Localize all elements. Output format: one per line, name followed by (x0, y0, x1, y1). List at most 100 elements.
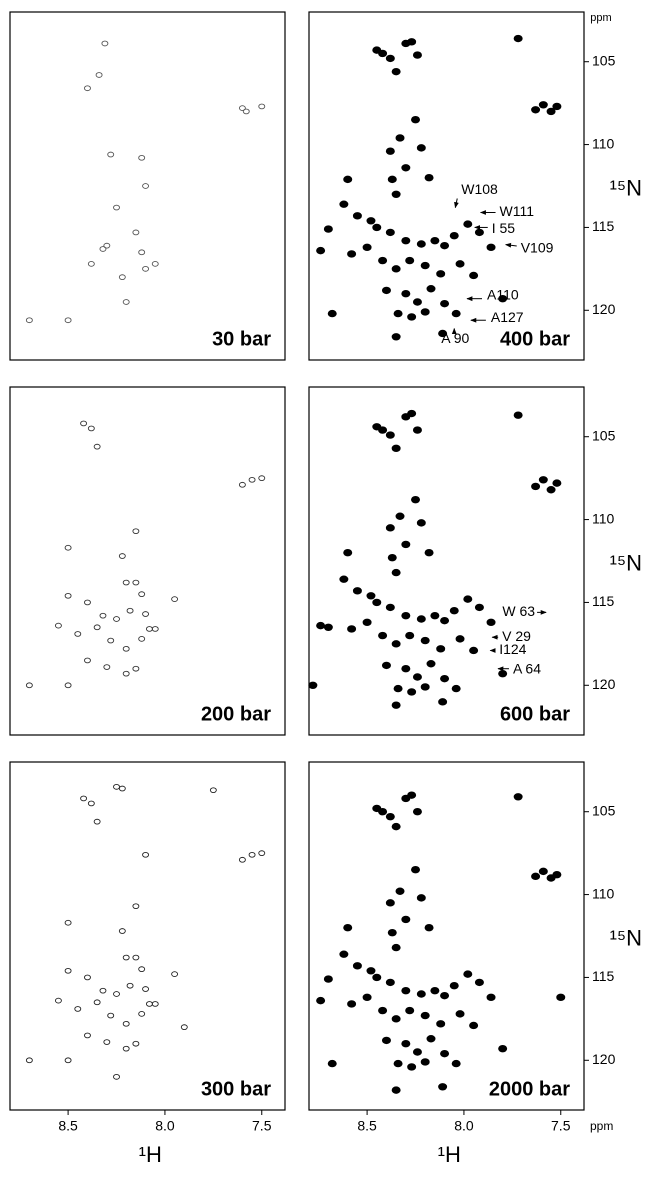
annotation-label: I 55 (492, 220, 516, 236)
peak (323, 623, 333, 631)
x-tick-label: 8.5 (357, 1118, 377, 1134)
peak (463, 595, 473, 603)
peak (440, 991, 450, 1000)
peak (378, 1006, 388, 1015)
panel-frame (308, 11, 585, 361)
panel-title: 30 bar (212, 328, 271, 350)
peak (93, 443, 101, 450)
peak (426, 660, 436, 668)
peak (339, 200, 349, 208)
annotation-label: W111 (500, 203, 535, 219)
peak (531, 872, 541, 881)
peak (84, 599, 91, 606)
peak (142, 611, 150, 617)
peak (407, 313, 417, 321)
peak (405, 1006, 415, 1015)
peak (101, 40, 109, 47)
peak (352, 587, 362, 595)
panel-frame (9, 386, 286, 736)
peak (391, 67, 401, 76)
peak (420, 261, 430, 270)
peak (395, 134, 405, 142)
peak (531, 482, 541, 491)
peak (440, 616, 450, 625)
peak (381, 286, 391, 295)
peak (412, 51, 422, 59)
peak (424, 174, 434, 182)
peak (385, 147, 395, 155)
peak (440, 674, 450, 683)
peak (411, 495, 421, 504)
peak (132, 579, 140, 586)
peak (347, 625, 357, 633)
peak (412, 1048, 422, 1056)
peak (54, 622, 62, 629)
peak (238, 105, 246, 111)
peak (391, 333, 401, 341)
peak (180, 1024, 188, 1030)
peak (387, 928, 397, 937)
peak (455, 635, 465, 643)
peak (118, 274, 126, 280)
peak (103, 664, 111, 670)
peak (145, 1001, 153, 1007)
peak (372, 598, 382, 607)
panel-title: 200 bar (201, 703, 271, 725)
peak (440, 241, 450, 250)
peak (132, 665, 140, 672)
peak (391, 265, 401, 273)
peak (385, 899, 395, 907)
peak (412, 426, 422, 434)
peak (436, 270, 446, 278)
panel-frame (9, 11, 286, 361)
peak (372, 223, 382, 232)
peak (474, 978, 484, 987)
peak (87, 800, 95, 807)
peak (64, 1057, 72, 1064)
peak (546, 486, 556, 494)
panel-frame (308, 386, 585, 736)
peak (420, 1011, 430, 1020)
peak (25, 682, 33, 689)
peak (107, 151, 115, 158)
peak (395, 887, 405, 895)
peak (142, 986, 150, 992)
peak (387, 175, 397, 184)
peak (463, 970, 473, 978)
peak (64, 967, 72, 974)
peak (138, 966, 146, 972)
peak (391, 640, 401, 648)
peak (438, 329, 448, 338)
peak (391, 822, 401, 831)
y-axis-label: ¹⁵N (610, 925, 642, 950)
peak (391, 943, 401, 952)
peak (426, 285, 436, 293)
peak (258, 850, 266, 856)
peak (132, 954, 140, 961)
peak (372, 973, 382, 982)
peak (93, 624, 101, 631)
y-tick-label: 105 (592, 52, 616, 68)
peak (513, 34, 523, 43)
y-tick-label: 110 (592, 135, 615, 151)
peak (171, 971, 179, 977)
peak (25, 1057, 33, 1064)
peak (381, 1036, 391, 1045)
peak (122, 1020, 130, 1027)
peak (455, 1010, 465, 1018)
peak (391, 190, 401, 198)
y-tick-label: 115 (592, 218, 615, 234)
peak (407, 688, 417, 696)
peak (84, 657, 91, 664)
peak (64, 682, 72, 689)
peak (451, 1059, 461, 1068)
peak (142, 851, 150, 858)
panel-title: 2000 bar (489, 1078, 570, 1100)
peak (412, 298, 422, 306)
peak (126, 982, 134, 989)
peak (416, 894, 426, 902)
x-tick-label: 8.0 (155, 1118, 175, 1134)
peak (238, 856, 246, 863)
peak (339, 575, 349, 583)
peak (151, 1001, 159, 1007)
